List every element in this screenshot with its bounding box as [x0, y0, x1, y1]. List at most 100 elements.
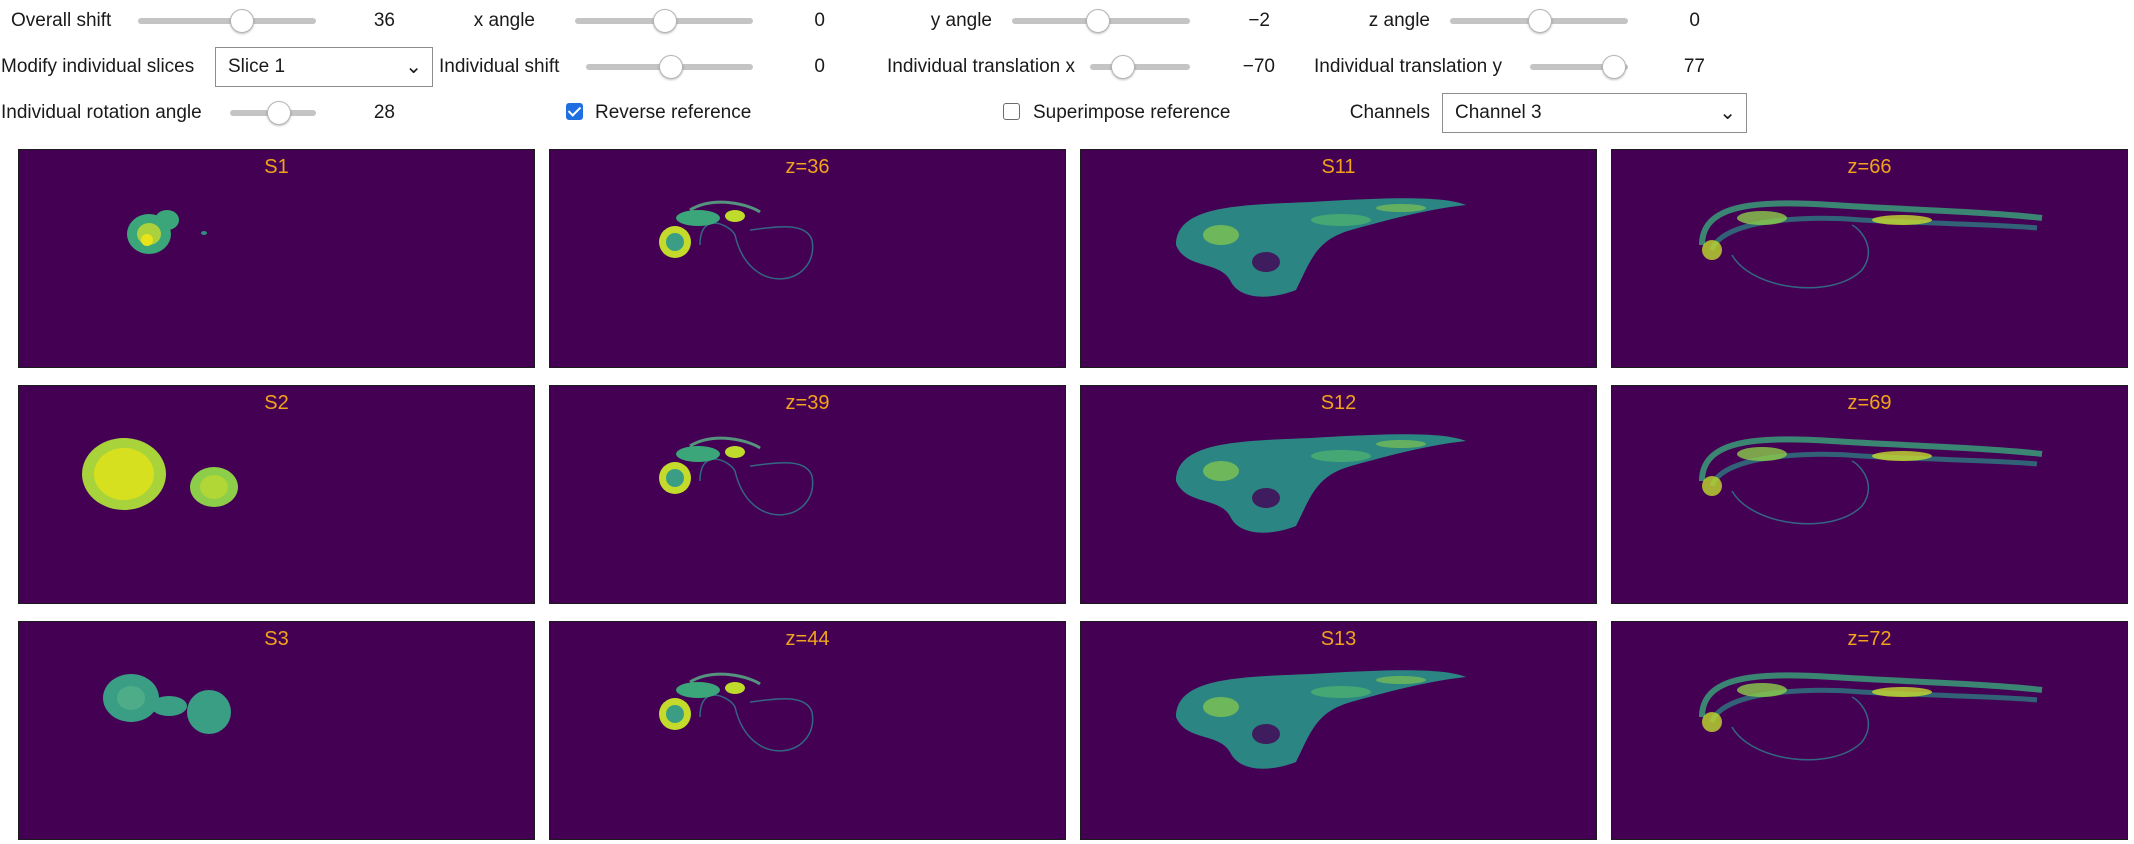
panel-title: z=72 — [1847, 628, 1892, 650]
image-panel: z=72 — [1611, 621, 2128, 840]
channels-select[interactable]: Channel 3 ⌄ — [1442, 93, 1747, 133]
slider-knob[interactable] — [653, 9, 677, 33]
superimpose-reference-checkbox[interactable] — [1003, 103, 1020, 120]
individual-shift-slider[interactable] — [586, 55, 753, 79]
specimen-image — [659, 672, 814, 752]
panel-title: z=36 — [785, 156, 830, 178]
specimen-region — [1737, 683, 1787, 697]
image-panel: z=69 — [1611, 385, 2128, 604]
reverse-reference-checkbox[interactable] — [566, 103, 583, 120]
specimen-image — [1699, 436, 2043, 525]
channels-value: Channel 3 — [1455, 102, 1542, 123]
modify-slices-value: Slice 1 — [228, 56, 286, 77]
specimen-outline — [1709, 687, 2038, 724]
specimen-outline — [1731, 460, 1869, 525]
individual-shift-label: Individual shift — [439, 56, 560, 77]
modify-slices-label: Modify individual slices — [1, 56, 195, 77]
specimen-region — [1376, 676, 1426, 684]
slider-knob[interactable] — [1602, 55, 1627, 79]
specimen-outline — [1176, 198, 1466, 297]
image-panel: S2 — [18, 385, 535, 604]
specimen-region — [1376, 204, 1426, 212]
specimen-outline — [1176, 670, 1466, 769]
modify-slices-select[interactable]: Slice 1 ⌄ — [215, 47, 433, 87]
slider-knob[interactable] — [1086, 9, 1111, 33]
channels-label: Channels — [1349, 102, 1430, 123]
panel-title: S3 — [264, 628, 289, 650]
image-panel: S1 — [18, 149, 535, 368]
specimen-region — [1702, 476, 1722, 496]
y-angle-label: y angle — [930, 10, 992, 31]
image-panel: S12 — [1080, 385, 1597, 604]
slider-knob[interactable] — [267, 101, 292, 125]
specimen-image — [82, 438, 238, 510]
individual-shift-value: 0 — [814, 56, 825, 77]
specimen-region — [1252, 724, 1280, 744]
y-angle-value: −2 — [1248, 10, 1270, 31]
specimen-outline — [1699, 436, 2043, 482]
translation-x-slider[interactable] — [1090, 55, 1190, 79]
specimen-region — [200, 475, 228, 499]
panel-title: z=39 — [785, 392, 830, 414]
specimen-outline — [1731, 696, 1869, 761]
x-angle-label: x angle — [473, 10, 535, 31]
specimen-image — [1699, 672, 2043, 761]
specimen-region — [1872, 687, 1932, 697]
specimen-region — [676, 682, 720, 698]
slider-knob[interactable] — [1111, 55, 1135, 79]
specimen-outline — [699, 694, 814, 752]
specimen-image — [127, 210, 207, 254]
slider-knob[interactable] — [1528, 9, 1552, 33]
specimen-region — [725, 446, 745, 458]
x-angle-slider[interactable] — [575, 9, 753, 33]
specimen-region — [666, 233, 684, 251]
specimen-region — [187, 690, 231, 734]
slider-knob[interactable] — [230, 9, 255, 33]
panel-title: z=44 — [785, 628, 830, 650]
superimpose-reference-label: Superimpose reference — [1033, 102, 1231, 123]
specimen-region — [1737, 211, 1787, 225]
specimen-image — [1176, 670, 1466, 769]
specimen-region — [1252, 252, 1280, 272]
specimen-outline — [689, 436, 761, 450]
specimen-region — [676, 210, 720, 226]
specimen-outline — [1731, 224, 1869, 289]
slider-knob[interactable] — [658, 55, 683, 79]
z-angle-label: z angle — [1368, 10, 1430, 31]
image-panel: z=44 — [549, 621, 1066, 840]
rotation-angle-slider[interactable] — [230, 101, 316, 125]
image-panel: z=39 — [549, 385, 1066, 604]
chevron-down-icon: ⌄ — [1719, 102, 1736, 124]
z-angle-value: 0 — [1689, 10, 1700, 31]
overall-shift-slider[interactable] — [138, 9, 316, 33]
specimen-region — [676, 446, 720, 462]
chevron-down-icon: ⌄ — [405, 56, 422, 78]
specimen-region — [1702, 240, 1722, 260]
z-angle-slider[interactable] — [1450, 9, 1628, 33]
specimen-region — [141, 234, 153, 246]
specimen-image — [1699, 200, 2043, 289]
translation-x-value: −70 — [1242, 56, 1275, 77]
panel-title: S12 — [1320, 392, 1357, 414]
image-panel: S3 — [18, 621, 535, 840]
specimen-outline — [1176, 434, 1466, 533]
image-panel: S13 — [1080, 621, 1597, 840]
specimen-region — [1872, 215, 1932, 225]
y-angle-slider[interactable] — [1012, 9, 1190, 33]
specimen-image — [1176, 198, 1466, 297]
specimen-region — [1203, 225, 1239, 245]
specimen-region — [1702, 712, 1722, 732]
specimen-region — [1872, 451, 1932, 461]
specimen-region — [1203, 697, 1239, 717]
specimen-image — [103, 674, 231, 734]
translation-x-label: Individual translation x — [887, 56, 1075, 77]
image-panel: z=66 — [1611, 149, 2128, 368]
translation-y-slider[interactable] — [1530, 55, 1628, 79]
translation-y-label: Individual translation y — [1314, 56, 1502, 77]
specimen-region — [1203, 461, 1239, 481]
specimen-image — [659, 436, 814, 516]
specimen-region — [666, 469, 684, 487]
panel-title: S2 — [264, 392, 289, 414]
overall-shift-label: Overall shift — [11, 10, 112, 31]
specimen-region — [1311, 214, 1371, 226]
